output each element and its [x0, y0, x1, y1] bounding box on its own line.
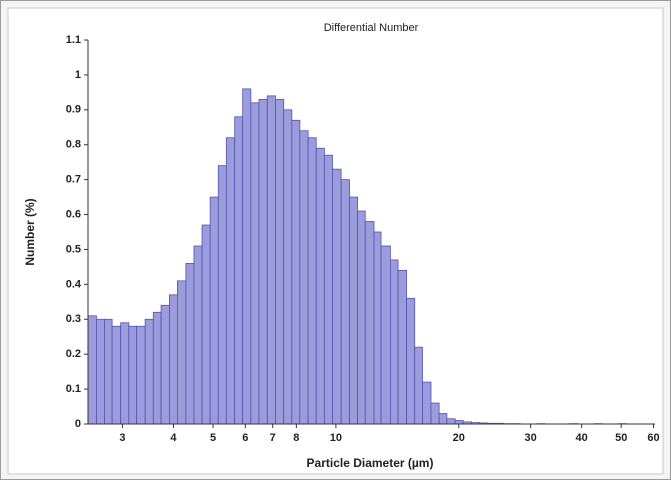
bar [406, 297, 416, 425]
bar [193, 245, 203, 425]
bar [242, 88, 252, 425]
x-tick-label: 40 [576, 432, 588, 444]
bar [111, 325, 122, 425]
bar [357, 210, 366, 425]
bar [364, 221, 375, 425]
bar [201, 224, 211, 425]
y-tick-label: 1 [75, 69, 81, 81]
bar [373, 231, 382, 425]
y-tick-label: 0.3 [66, 313, 81, 325]
bar [275, 98, 285, 425]
bar [291, 119, 301, 425]
bar [446, 418, 456, 425]
bar [430, 402, 440, 425]
x-tick-label: 50 [615, 432, 627, 444]
bar [332, 168, 342, 425]
bar [380, 245, 391, 425]
bar [397, 269, 407, 425]
bar [266, 95, 276, 425]
bar [438, 413, 448, 425]
bar [234, 116, 244, 425]
x-tick-label: 4 [170, 432, 177, 444]
y-tick-label: 0.2 [66, 348, 81, 360]
x-tick-label: 30 [525, 432, 537, 444]
bar [96, 318, 105, 425]
x-tick-label: 3 [119, 432, 125, 444]
bar [422, 381, 432, 425]
x-tick-label: 7 [270, 432, 276, 444]
bar [349, 196, 358, 425]
bar [185, 263, 195, 425]
y-tick-label: 0.5 [66, 243, 81, 255]
bar [128, 325, 138, 425]
bar [177, 280, 187, 425]
y-tick-label: 0.9 [66, 104, 81, 116]
bar [120, 322, 130, 425]
x-tick-label: 10 [330, 432, 342, 444]
bar [307, 137, 317, 425]
y-tick-label: 0.4 [66, 278, 82, 290]
bar [217, 165, 227, 425]
y-tick-label: 0.6 [66, 208, 81, 220]
bar [323, 154, 333, 425]
bar [209, 196, 219, 425]
bar [283, 109, 293, 425]
bar [250, 102, 260, 425]
bar [225, 137, 236, 425]
bar [390, 259, 399, 425]
y-tick-label: 0 [75, 418, 81, 430]
x-tick-label: 20 [453, 432, 465, 444]
bar [87, 315, 97, 425]
y-tick-label: 0.1 [66, 383, 81, 395]
bar [454, 420, 464, 425]
bar [340, 179, 350, 425]
bar [160, 304, 170, 425]
x-axis-label: Particle Diameter (µm) [307, 456, 434, 470]
bar [136, 325, 146, 425]
chart-title: Differential Number [324, 22, 419, 34]
bar [414, 346, 423, 425]
bar [104, 318, 113, 425]
bar [258, 98, 268, 425]
x-tick-label: 8 [293, 432, 299, 444]
bar [169, 294, 178, 425]
bar [144, 318, 154, 425]
bar [315, 147, 325, 425]
y-tick-label: 1.1 [66, 34, 81, 46]
y-axis-label: Number (%) [23, 198, 37, 265]
x-tick-label: 5 [210, 432, 216, 444]
x-tick-label: 60 [647, 432, 659, 444]
x-tick-label: 6 [242, 432, 248, 444]
bar [152, 311, 162, 425]
y-tick-label: 0.8 [66, 139, 81, 151]
bar [299, 130, 309, 425]
y-tick-label: 0.7 [66, 174, 81, 186]
